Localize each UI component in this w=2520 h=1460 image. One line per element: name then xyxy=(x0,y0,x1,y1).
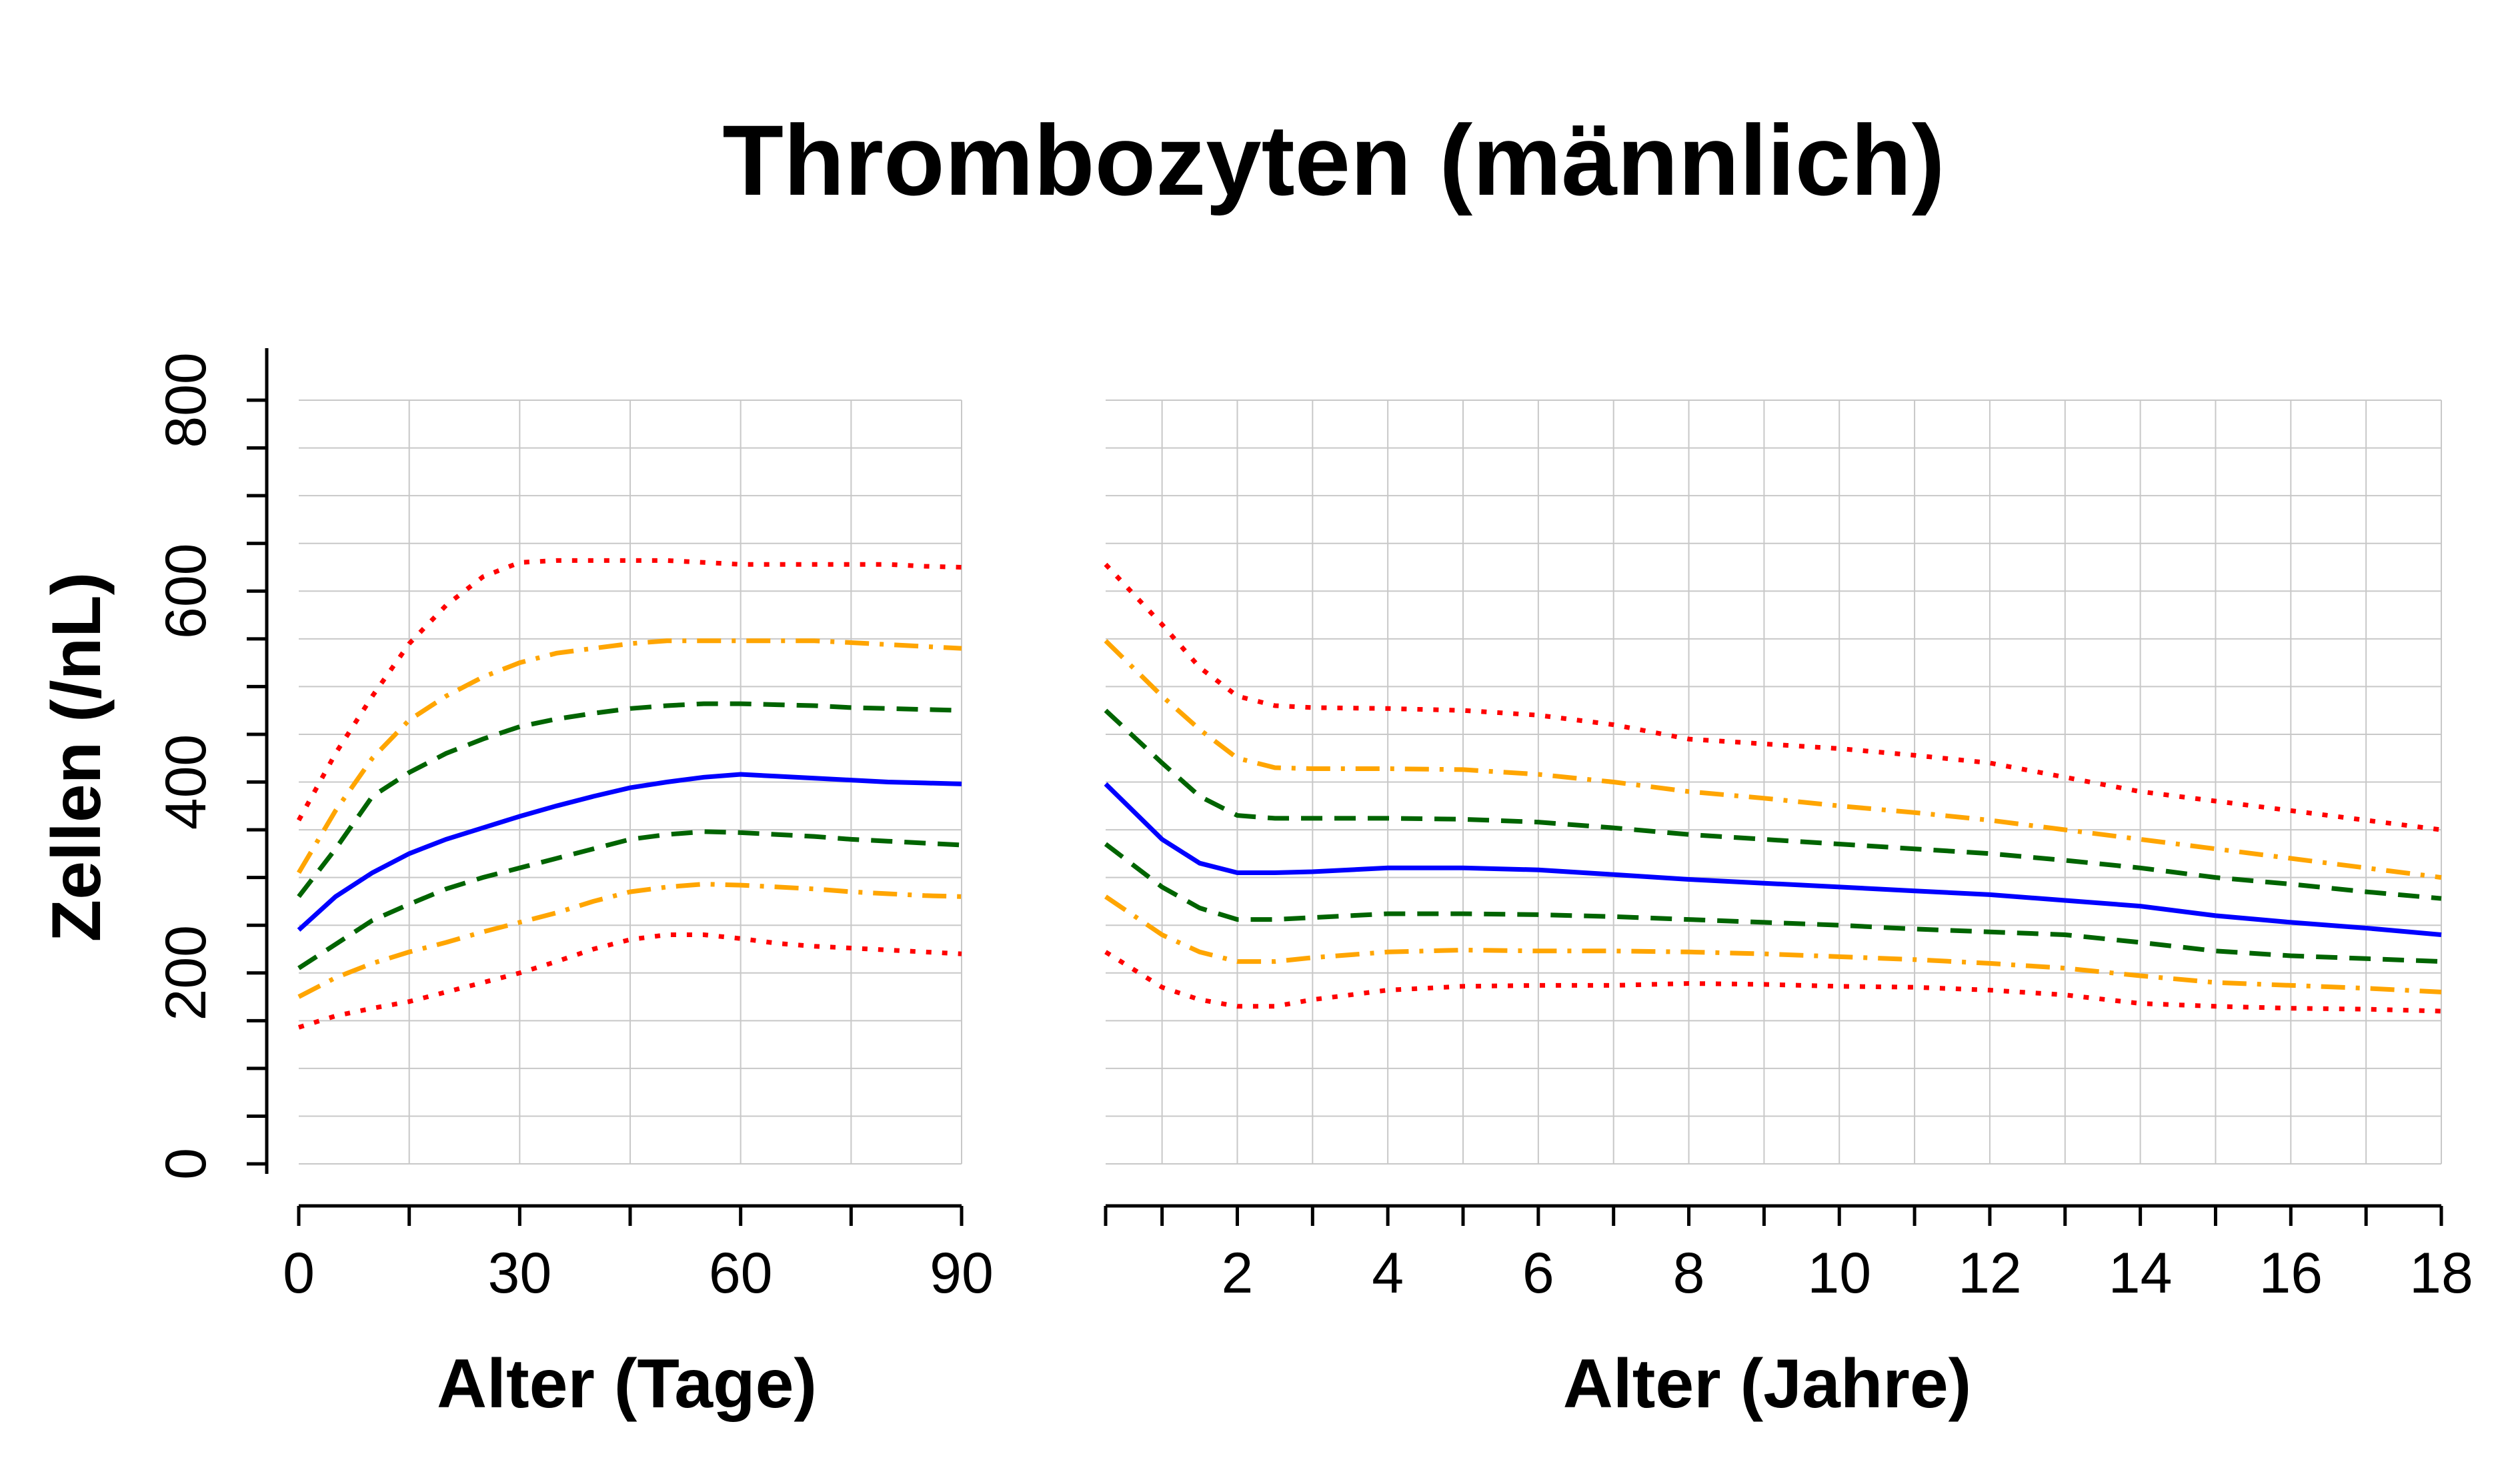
y-tick-label: 800 xyxy=(154,352,218,448)
x-axis-title-years: Alter (Jahre) xyxy=(1563,1345,1972,1423)
years-series-line-5 xyxy=(1104,842,2442,964)
years-series-line-4 xyxy=(1104,782,2442,937)
days-series-line-4 xyxy=(297,772,962,932)
panel-years: 2 4 6 8 10 12 14 16 18 xyxy=(1104,400,2473,1305)
years-grid xyxy=(1106,400,2442,1165)
years-x-tick-label: 8 xyxy=(1673,1241,1705,1305)
years-series-line-3 xyxy=(1104,708,2442,901)
years-series-line-2 xyxy=(1104,639,2442,880)
years-x-tick-label: 2 xyxy=(1222,1241,1254,1305)
x-axis-title-days: Alter (Tage) xyxy=(437,1345,817,1423)
y-tick-label: 400 xyxy=(154,734,218,830)
days-x-tick-label: 90 xyxy=(930,1241,994,1305)
days-grid xyxy=(299,400,962,1165)
y-tick-label: 600 xyxy=(154,544,218,640)
days-x-tick-label: 0 xyxy=(283,1241,315,1305)
years-series-line-7 xyxy=(1104,950,2442,1014)
years-x-tick-label: 16 xyxy=(2259,1241,2323,1305)
days-series-line-3 xyxy=(297,701,962,898)
days-series-line-1 xyxy=(296,558,962,822)
panel-days: 0 30 60 90 0 200 400 600 800 xyxy=(154,348,994,1305)
y-tick-label: 200 xyxy=(154,925,218,1021)
y-axis-title: Zellen (/nL) xyxy=(38,572,115,942)
y-tick-label: 0 xyxy=(154,1148,218,1180)
days-series-line-6 xyxy=(297,882,962,999)
years-x-tick-label: 14 xyxy=(2109,1241,2173,1305)
years-series-line-1 xyxy=(1104,562,2442,832)
years-x-tick-label: 18 xyxy=(2409,1241,2473,1305)
days-x-tick-label: 30 xyxy=(487,1241,551,1305)
chart-title: Thrombozyten (männlich) xyxy=(722,104,1945,216)
years-x-tick-label: 12 xyxy=(1958,1241,2022,1305)
days-series-line-7 xyxy=(297,932,962,1030)
years-x-tick-label: 4 xyxy=(1372,1241,1404,1305)
years-x-tick-label: 10 xyxy=(1807,1241,1871,1305)
years-series-line-6 xyxy=(1104,894,2442,994)
days-series-line-2 xyxy=(296,638,962,874)
days-series-line-5 xyxy=(297,829,962,970)
years-x-tick-label: 6 xyxy=(1522,1241,1554,1305)
days-x-tick-label: 60 xyxy=(709,1241,773,1305)
